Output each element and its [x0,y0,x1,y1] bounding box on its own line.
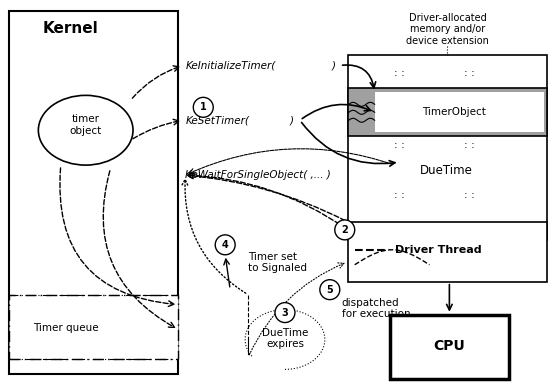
Bar [375,92,544,132]
Text: Kernel: Kernel [43,21,99,36]
Text: : :: : : [394,68,405,78]
Bar [9,294,178,360]
Text: 4: 4 [222,240,229,250]
Text: Timer queue: Timer queue [33,323,99,333]
Text: DueTime
expires: DueTime expires [262,328,308,349]
Text: : :: : : [464,68,475,78]
Text: Driver Thread: Driver Thread [394,245,481,255]
Circle shape [275,303,295,323]
Text: : :: : : [464,190,475,200]
Text: dispatched
for execution: dispatched for execution [342,298,411,319]
Text: CPU: CPU [434,339,465,353]
Text: : :: : : [394,190,405,200]
Text: Timer set
to Signaled: Timer set to Signaled [248,252,307,273]
Text: KeWaitForSingleObject( ,... ): KeWaitForSingleObject( ,... ) [186,170,331,180]
Text: ): ) [332,60,336,71]
Circle shape [335,220,355,240]
Text: KeSetTimer(: KeSetTimer( [186,115,249,125]
Bar [348,55,547,240]
Text: 2: 2 [341,225,348,235]
Bar [348,222,547,282]
Text: TimerObject: TimerObject [423,107,486,117]
Text: ): ) [290,115,294,125]
Bar [348,89,547,136]
Text: : :: : : [394,140,405,150]
Bar [9,11,178,374]
Text: timer
object: timer object [70,114,102,136]
Circle shape [215,235,235,255]
Bar [389,315,509,379]
Text: KeInitializeTimer(: KeInitializeTimer( [186,60,275,71]
Text: 1: 1 [200,102,207,112]
Text: : :: : : [464,140,475,150]
Text: Driver-allocated
memory and/or
device extension: Driver-allocated memory and/or device ex… [406,12,489,46]
Text: DueTime: DueTime [419,163,473,177]
Circle shape [193,98,213,117]
Text: 5: 5 [326,285,333,295]
Text: 3: 3 [281,308,288,317]
Circle shape [320,280,340,300]
